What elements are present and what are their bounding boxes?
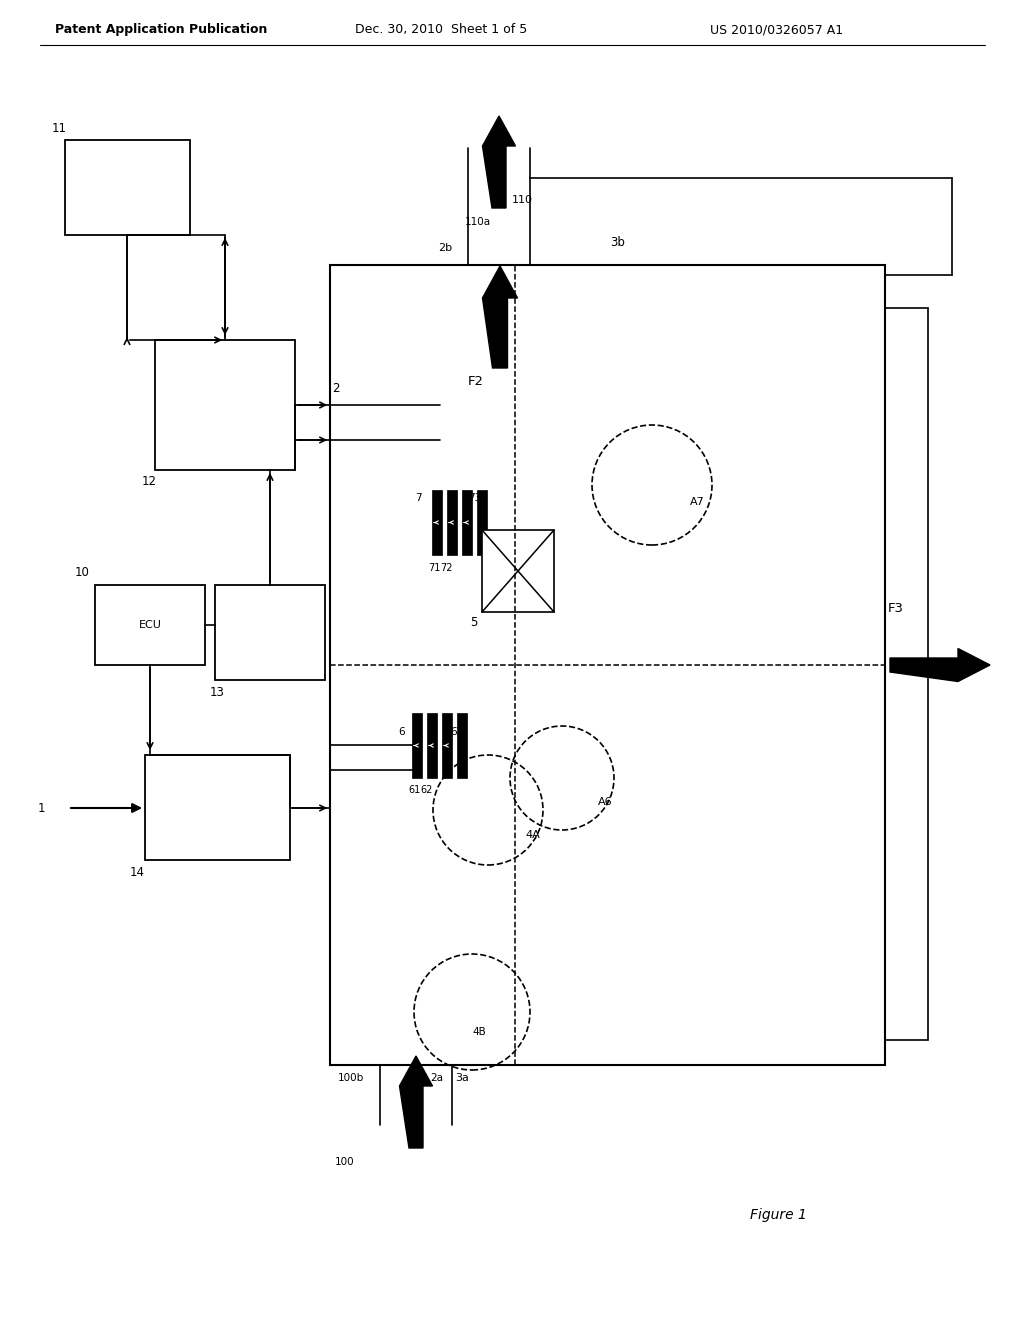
Text: 1: 1 — [38, 801, 45, 814]
Text: 10: 10 — [75, 566, 90, 579]
Bar — [427, 713, 437, 777]
Bar — [482, 531, 554, 612]
Bar — [477, 490, 487, 554]
Bar — [215, 585, 325, 680]
Text: F2: F2 — [468, 375, 484, 388]
Text: 61: 61 — [408, 785, 420, 795]
Bar — [462, 490, 472, 554]
Text: A7: A7 — [690, 498, 705, 507]
Bar — [457, 713, 467, 777]
Bar — [95, 585, 205, 665]
Text: 62: 62 — [420, 785, 432, 795]
Text: 73: 73 — [468, 492, 481, 503]
Text: 3a: 3a — [455, 1073, 469, 1082]
Text: 12: 12 — [142, 475, 157, 488]
Text: 2: 2 — [332, 381, 340, 395]
Text: 110: 110 — [512, 195, 534, 205]
Text: 11: 11 — [52, 121, 67, 135]
Text: 4A: 4A — [525, 830, 540, 840]
Text: 5: 5 — [470, 616, 477, 630]
Text: 7: 7 — [415, 492, 422, 503]
Text: Dec. 30, 2010  Sheet 1 of 5: Dec. 30, 2010 Sheet 1 of 5 — [355, 24, 527, 37]
Polygon shape — [399, 1056, 432, 1148]
Text: US 2010/0326057 A1: US 2010/0326057 A1 — [710, 24, 843, 37]
Text: 72: 72 — [440, 564, 453, 573]
Text: 110a: 110a — [465, 216, 492, 227]
Polygon shape — [482, 267, 517, 368]
Bar — [412, 713, 422, 777]
Text: 100b: 100b — [338, 1073, 365, 1082]
Text: 4B: 4B — [472, 1027, 485, 1038]
Text: 63: 63 — [450, 727, 463, 737]
Text: 100: 100 — [335, 1158, 354, 1167]
Text: 71: 71 — [428, 564, 440, 573]
Bar — [145, 755, 290, 861]
Bar — [155, 341, 295, 470]
Text: 3: 3 — [932, 659, 940, 672]
Text: 3b: 3b — [610, 235, 625, 248]
Polygon shape — [482, 116, 515, 209]
Bar — [330, 265, 885, 1065]
Text: 6: 6 — [398, 727, 404, 737]
Bar — [65, 140, 190, 235]
Text: Patent Application Publication: Patent Application Publication — [55, 24, 267, 37]
Bar — [432, 490, 442, 554]
Text: Figure 1: Figure 1 — [750, 1208, 807, 1222]
Text: 13: 13 — [210, 686, 225, 700]
Polygon shape — [890, 648, 990, 681]
Bar — [442, 713, 452, 777]
Text: 2b: 2b — [438, 243, 453, 253]
Bar — [447, 490, 457, 554]
Text: ECU: ECU — [138, 620, 162, 630]
Text: 2a: 2a — [430, 1073, 443, 1082]
Text: 14: 14 — [130, 866, 145, 879]
Text: F3: F3 — [888, 602, 904, 615]
Text: A6: A6 — [598, 797, 612, 807]
